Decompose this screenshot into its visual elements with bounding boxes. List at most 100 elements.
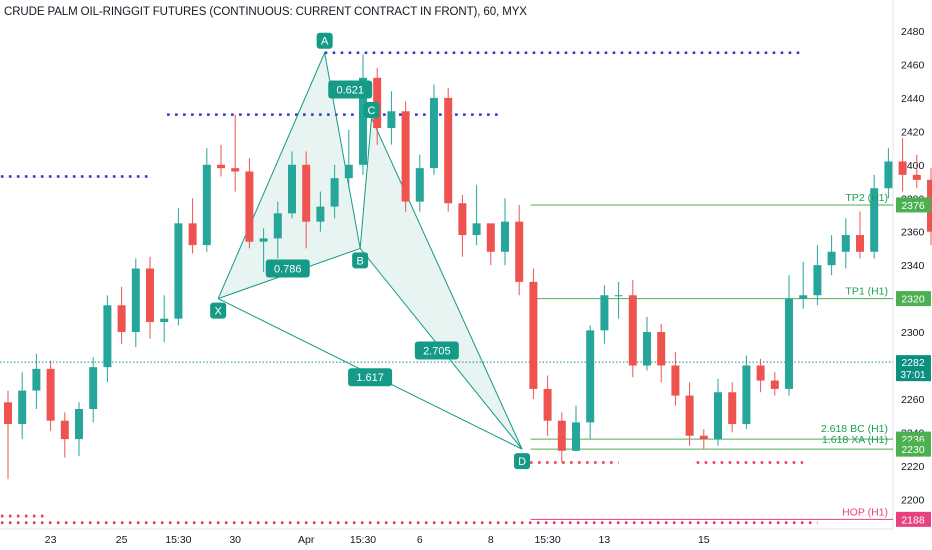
candle-body — [529, 281, 538, 389]
level-label: 2.618 BC (H1) — [821, 423, 888, 435]
candle-body — [841, 235, 850, 252]
candle-body — [770, 380, 779, 389]
candle-body — [60, 420, 69, 440]
ratio-label: 1.617 — [356, 372, 384, 384]
pattern-point-label: X — [214, 306, 222, 318]
x-tick-label: 8 — [488, 534, 494, 546]
x-tick-label: Apr — [298, 534, 315, 546]
pattern-leg — [371, 117, 523, 450]
candle-body — [217, 164, 225, 169]
x-tick-label: 25 — [116, 534, 128, 546]
candle-body — [188, 223, 197, 246]
candle-body — [259, 238, 268, 242]
x-tick-label: 6 — [417, 534, 423, 546]
y-tick-label: 2300 — [901, 327, 925, 339]
candle-body — [103, 305, 112, 368]
candle-body — [515, 221, 524, 282]
candle-body — [245, 171, 254, 242]
candle-body — [912, 174, 921, 180]
candle-body — [643, 332, 651, 366]
candle-body — [444, 97, 453, 204]
candle-body — [671, 365, 680, 396]
candle-body — [330, 178, 339, 207]
candle-body — [344, 164, 353, 179]
candle-body — [46, 368, 55, 421]
x-tick-label: 15:30 — [534, 534, 560, 546]
candle-body — [600, 295, 609, 331]
candle-body — [302, 164, 311, 222]
price-tag-label: 2230 — [901, 444, 925, 456]
y-tick-label: 2260 — [901, 394, 925, 406]
ratio-label: 0.621 — [336, 85, 364, 97]
candle-body — [202, 164, 211, 246]
candle-body — [501, 221, 509, 252]
candle-body — [131, 268, 140, 333]
y-tick-label: 2340 — [901, 260, 925, 272]
candle-body — [174, 223, 183, 319]
candle-body — [799, 295, 808, 299]
x-tick-label: 13 — [599, 534, 611, 546]
ratio-label-box — [265, 259, 310, 278]
candle-body — [728, 392, 737, 425]
level-label: TP1 (H1) — [845, 286, 888, 298]
candle-body — [89, 367, 98, 409]
candle-body — [387, 111, 396, 129]
price-tag — [896, 197, 931, 213]
current-price-tag — [896, 355, 931, 382]
candle-body — [699, 435, 708, 440]
y-tick-label: 2420 — [901, 126, 925, 138]
candle-body — [614, 295, 623, 297]
level-label: TP2 (H1) — [845, 192, 888, 204]
candle-body — [813, 265, 822, 296]
ratio-label-box — [348, 368, 393, 387]
candle-body — [231, 168, 240, 172]
candle-body — [557, 420, 566, 451]
countdown-label: 37:01 — [900, 370, 925, 381]
candle-body — [742, 365, 751, 425]
candle-body — [415, 168, 424, 202]
pattern-point-marker — [363, 101, 380, 118]
x-tick-label: 30 — [229, 534, 241, 546]
pattern-point-label: B — [356, 255, 363, 267]
y-tick-label: 2360 — [901, 227, 925, 239]
pattern-point-label: A — [321, 36, 329, 48]
candle-body — [75, 408, 83, 440]
candle-body — [18, 390, 27, 425]
candle-body — [586, 330, 595, 423]
y-tick-label: 2480 — [901, 26, 925, 38]
pattern-point-label: D — [518, 456, 526, 468]
candle-body — [316, 206, 325, 222]
x-tick-label: 15:30 — [165, 534, 191, 546]
y-tick-label: 2460 — [901, 59, 925, 71]
level-label: 1.618 XA (H1) — [822, 434, 888, 446]
candle-body — [628, 295, 637, 366]
ratio-label-box — [414, 341, 459, 360]
x-tick-label: 15:30 — [350, 534, 376, 546]
candle-body — [785, 298, 793, 389]
level-label: HOP (H1) — [842, 506, 888, 518]
pattern-point-marker — [514, 453, 531, 470]
candle-body — [4, 402, 12, 425]
candle-body — [486, 223, 495, 252]
candle-body — [32, 368, 41, 391]
current-price-label: 2282 — [901, 357, 925, 369]
candle-body — [458, 203, 467, 236]
candle-body — [685, 395, 694, 436]
pattern-point-marker — [316, 32, 333, 49]
candle-body — [273, 213, 282, 239]
y-tick-label: 2400 — [901, 160, 925, 172]
y-tick-label: 2200 — [901, 494, 925, 506]
candle-body — [572, 422, 580, 451]
pattern-point-label: C — [368, 105, 376, 117]
candle-body — [543, 388, 552, 421]
price-tag — [896, 291, 931, 307]
price-tag — [896, 511, 931, 527]
candle-body — [359, 77, 367, 165]
price-tag — [896, 441, 931, 457]
candle-body — [884, 161, 893, 189]
price-tag-label: 2320 — [901, 294, 925, 306]
candle-body — [117, 305, 126, 333]
x-tick-label: 15 — [698, 534, 710, 546]
